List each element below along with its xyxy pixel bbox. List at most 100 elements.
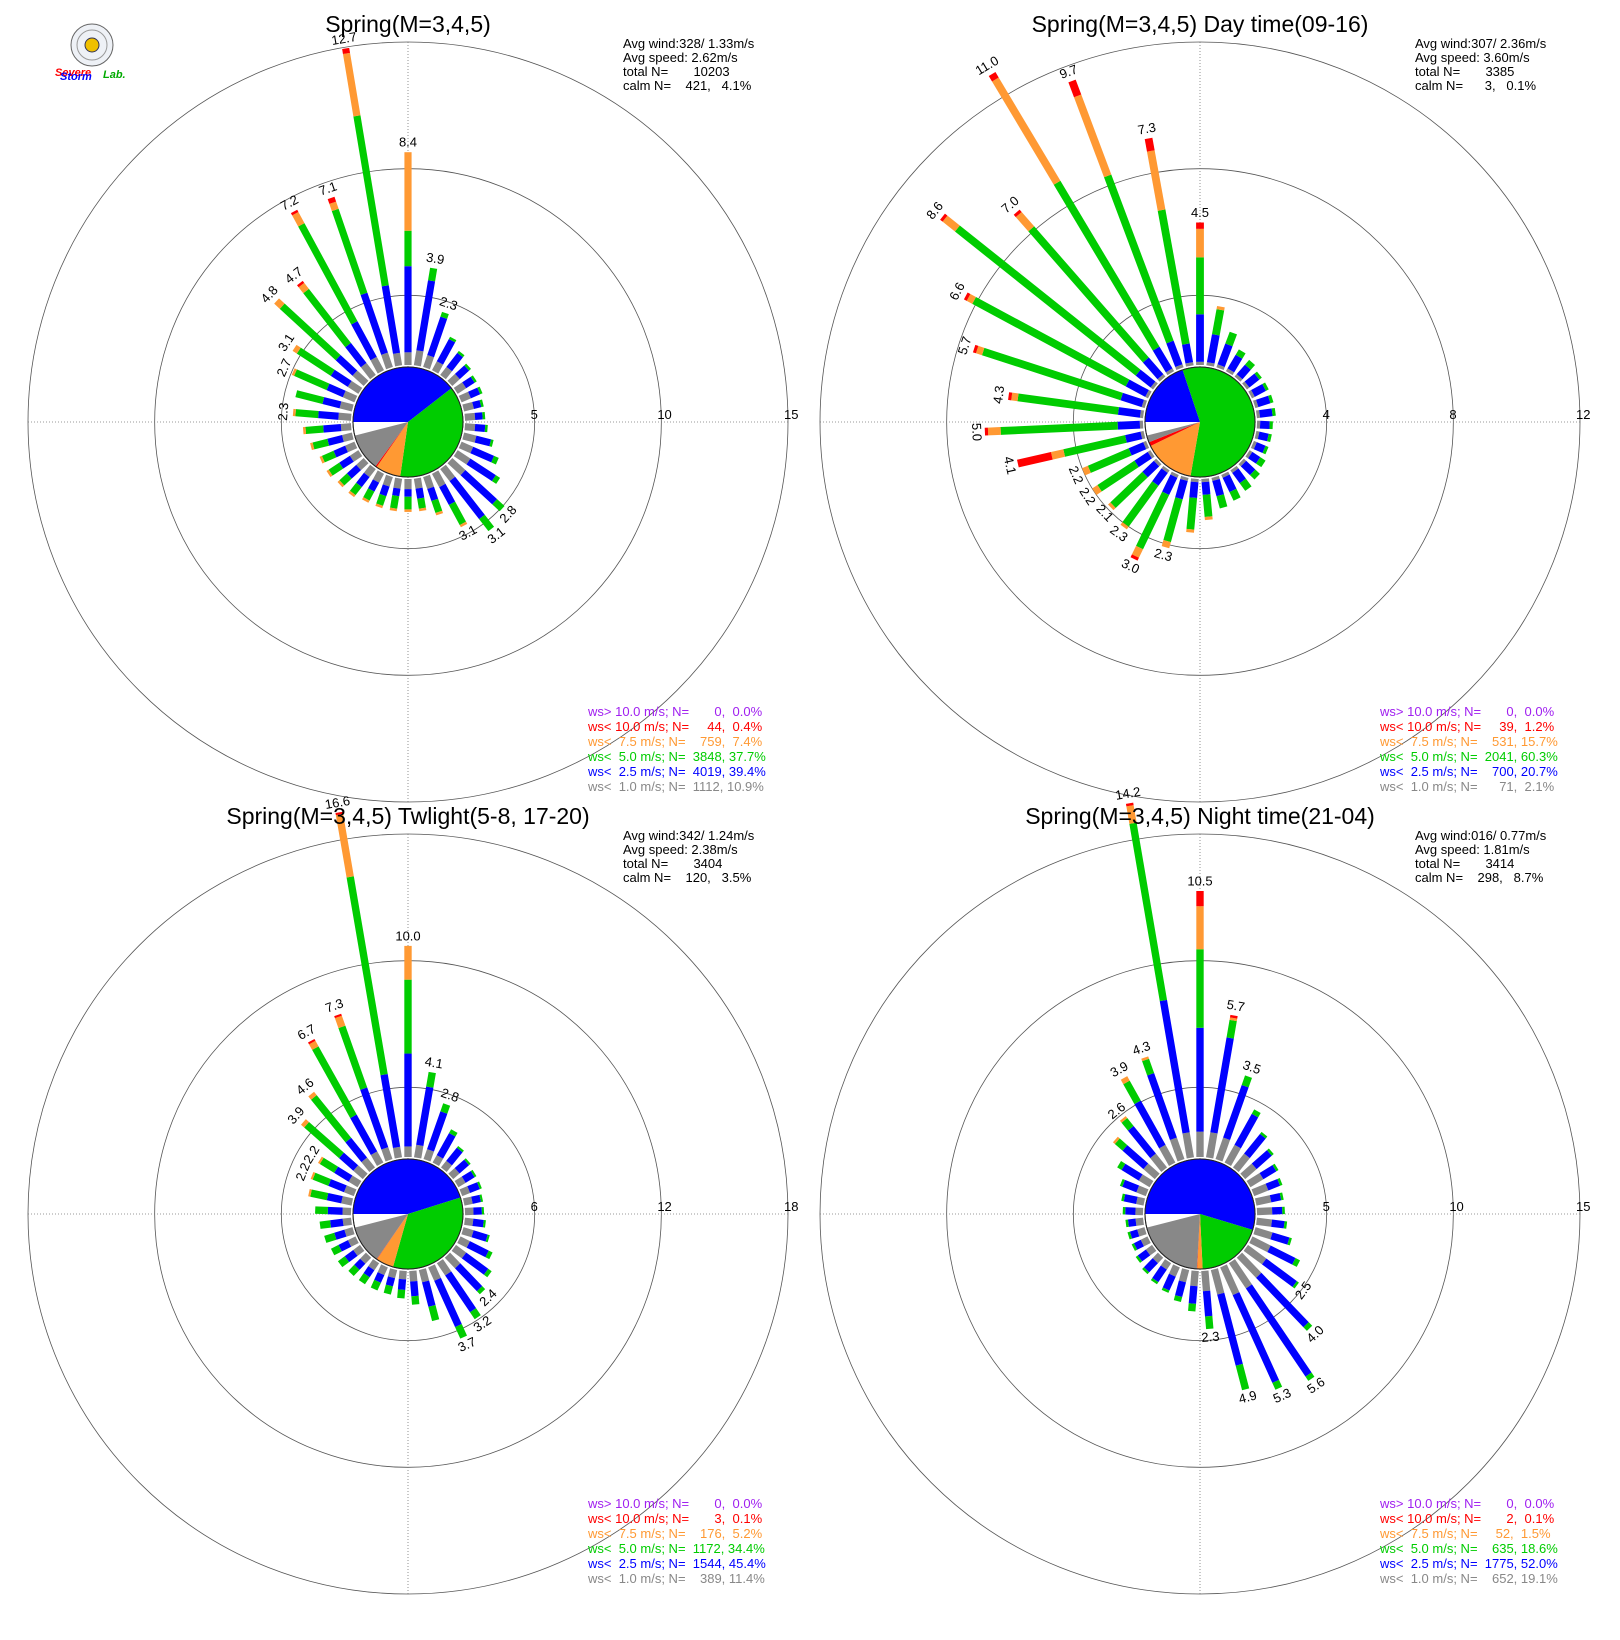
bar-segment: [1253, 442, 1266, 453]
sector-bar: [1224, 1109, 1261, 1167]
bar-segment: [348, 490, 356, 498]
bar-segment: [1168, 1264, 1180, 1277]
bar-segment: [1182, 1132, 1194, 1159]
bar-value-label: 2.3: [1201, 1329, 1220, 1345]
bar-segment: [464, 412, 476, 421]
sector-bar: [464, 1217, 486, 1228]
sector-bar: [464, 1207, 485, 1216]
bar-segment: [337, 1256, 350, 1268]
bar-value-label: 16.6: [324, 793, 351, 812]
bar-segment: [1196, 361, 1204, 365]
bar-segment: [350, 1114, 378, 1155]
sector-bar: [1196, 222, 1204, 365]
bar-segment: [1267, 433, 1272, 443]
bar-segment: [1119, 1116, 1128, 1123]
pie-outline: [352, 366, 464, 478]
bar-segment: [1251, 1183, 1269, 1197]
sector-bar: [1256, 1206, 1285, 1216]
sector-bar: [1234, 359, 1256, 382]
bar-segment: [310, 1172, 316, 1180]
bar-segment: [1245, 1284, 1312, 1377]
sector-bar: [308, 1091, 376, 1172]
pie-wedge: [353, 367, 452, 422]
bar-segment: [354, 1258, 366, 1270]
bar-segment: [1261, 1258, 1297, 1288]
bar-value-label: 2.3: [275, 402, 291, 421]
bar-segment: [319, 1157, 339, 1173]
bar-value-label: 9.7: [1057, 61, 1079, 81]
pie-wedge: [354, 1214, 408, 1260]
bar-segment: [447, 373, 460, 387]
bar-segment: [470, 446, 495, 463]
bar-segment: [334, 1229, 347, 1240]
bar-segment: [1234, 1113, 1259, 1149]
bar-segment: [341, 1196, 354, 1206]
bar-segment: [274, 298, 285, 309]
bar-segment: [1175, 1280, 1187, 1298]
bar-segment: [1141, 1056, 1150, 1062]
pie-outline: [352, 1158, 464, 1270]
bar-segment: [1205, 1315, 1214, 1330]
bar-segment: [404, 509, 412, 512]
bar-segment: [1147, 450, 1155, 459]
bar-value-label: 7.1: [317, 178, 339, 198]
bar-segment: [382, 474, 393, 487]
bar-segment: [300, 1119, 310, 1128]
bar-segment: [1110, 471, 1148, 508]
bar-value-label: 14.2: [1114, 784, 1141, 803]
sector-bar: [440, 350, 465, 380]
sector-bar: [1225, 349, 1246, 376]
bar-segment: [1259, 1165, 1277, 1180]
bar-segment: [421, 1280, 436, 1307]
bar-segment: [1229, 1017, 1238, 1022]
pie-wedge: [1146, 422, 1200, 443]
bar-segment: [1139, 410, 1145, 419]
bar-segment: [1139, 420, 1144, 429]
bar-segment: [470, 1169, 477, 1178]
bar-segment: [1229, 1014, 1238, 1019]
bar-segment: [1112, 1136, 1120, 1144]
bar-segment: [1117, 420, 1141, 430]
bar-segment: [462, 432, 477, 443]
bar-segment: [302, 426, 307, 435]
bar-segment: [310, 1095, 352, 1143]
bar-segment: [1000, 421, 1118, 435]
range-tick-label: 15: [1576, 1199, 1590, 1214]
bar-segment: [1142, 357, 1164, 380]
sector-bar: [1186, 478, 1199, 533]
sector-bar: [317, 1156, 362, 1188]
bar-segment: [342, 432, 354, 442]
sector-bar: [1253, 394, 1274, 409]
bar-segment: [466, 458, 496, 482]
bar-segment: [360, 292, 388, 355]
sector-bar: [963, 292, 1152, 399]
sector-bar: [428, 1264, 468, 1339]
bar-segment: [333, 445, 348, 458]
bar-value-label: 4.5: [1191, 205, 1209, 220]
bar-segment: [330, 1218, 344, 1228]
stats-line: calm N= 298, 8.7%: [1415, 870, 1544, 885]
bar-segment: [418, 507, 427, 512]
sector-bar: [423, 474, 444, 516]
bar-segment: [461, 1171, 475, 1183]
sector-bar: [458, 441, 499, 465]
bar-segment: [453, 450, 471, 465]
windrose-panel-3: 6 12 1810.04.12.82.43.23.72.22.23.94.66.77…: [27, 793, 798, 1595]
sector-bar: [1201, 1270, 1214, 1330]
bar-segment: [360, 1087, 389, 1150]
sector-bar: [1008, 392, 1145, 419]
bar-segment: [1229, 488, 1241, 501]
bar-segment: [1221, 471, 1230, 478]
bar-segment: [1120, 522, 1129, 530]
bar-segment: [308, 1091, 317, 1100]
bar-segment: [464, 1217, 474, 1226]
bar-segment: [1272, 1379, 1283, 1390]
bar-segment: [1282, 1206, 1285, 1215]
bar-segment: [454, 1159, 470, 1174]
pie-wedge: [375, 422, 408, 468]
bar-segment: [1189, 481, 1199, 499]
range-tick-label: 12: [1576, 407, 1590, 422]
sector-bar: [337, 457, 369, 488]
bar-segment: [1185, 362, 1194, 367]
bar-segment: [435, 510, 444, 516]
